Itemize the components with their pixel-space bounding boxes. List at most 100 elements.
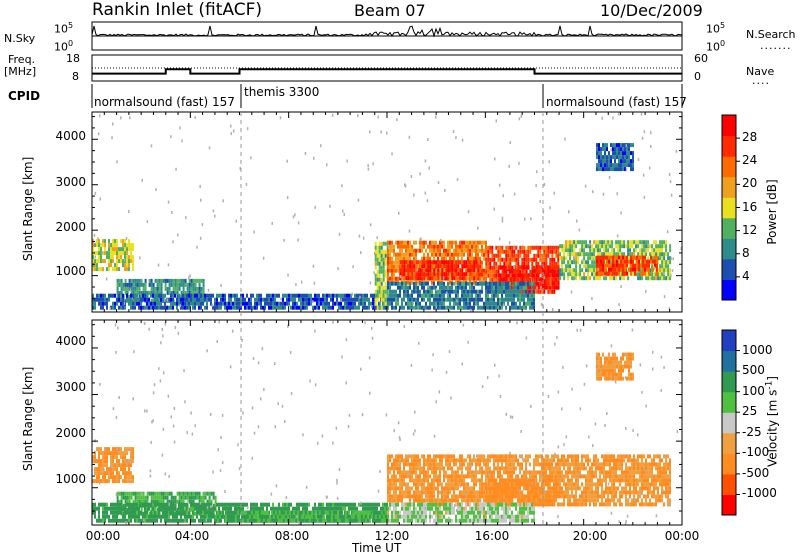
heatmap-cell — [314, 298, 316, 302]
heatmap-cell — [429, 268, 431, 272]
scatter-cell — [360, 251, 362, 254]
heatmap-cell — [455, 272, 457, 276]
heatmap-cell — [614, 163, 616, 167]
heatmap-cell — [427, 260, 429, 264]
scatter-cell — [641, 113, 643, 116]
heatmap-cell — [405, 260, 407, 264]
heatmap-cell — [397, 245, 399, 249]
heatmap-cell — [642, 272, 644, 276]
heatmap-cell — [192, 306, 194, 310]
heatmap-cell — [130, 294, 132, 298]
heatmap-cell — [552, 269, 554, 273]
heatmap-cell — [547, 290, 549, 294]
heatmap-cell — [443, 454, 445, 458]
heatmap-cell — [379, 306, 381, 310]
heatmap-cell — [405, 253, 407, 257]
heatmap-cell — [479, 290, 481, 294]
heatmap-cell — [242, 519, 244, 523]
scatter-cell — [167, 299, 169, 302]
heatmap-cell — [399, 268, 401, 272]
scatter-cell — [314, 282, 316, 285]
scatter-cell — [168, 201, 170, 204]
heatmap-cell — [148, 306, 150, 310]
heatmap-cell — [96, 267, 98, 271]
heatmap-cell — [619, 240, 621, 244]
heatmap-cell — [171, 496, 173, 500]
heatmap-cell — [529, 294, 531, 298]
heatmap-cell — [106, 463, 108, 467]
heatmap-cell — [461, 241, 463, 245]
heatmap-cell — [527, 298, 529, 302]
heatmap-cell — [487, 306, 489, 310]
heatmap-cell — [437, 502, 439, 506]
heatmap-cell — [457, 272, 459, 276]
heatmap-cell — [475, 272, 477, 276]
heatmap-cell — [132, 511, 134, 515]
heatmap-cell — [548, 269, 550, 273]
heatmap-cell — [122, 463, 124, 467]
heatmap-cell — [314, 507, 316, 511]
heatmap-cell — [409, 282, 411, 286]
heatmap-cell — [419, 249, 421, 253]
heatmap-cell — [403, 462, 405, 466]
heatmap-cell — [575, 252, 577, 256]
heatmap-cell — [487, 274, 489, 278]
heatmap-cell — [242, 298, 244, 302]
heatmap-cell — [196, 503, 198, 507]
heatmap-cell — [296, 503, 298, 507]
scatter-cell — [564, 138, 566, 141]
heatmap-cell — [383, 266, 385, 270]
heatmap-cell — [116, 471, 118, 475]
heatmap-cell — [605, 240, 607, 244]
heatmap-cell — [561, 264, 563, 268]
heatmap-cell — [278, 503, 280, 507]
heatmap-cell — [172, 519, 174, 523]
heatmap-cell — [399, 282, 401, 286]
heatmap-cell — [429, 466, 431, 470]
heatmap-cell — [417, 286, 419, 290]
scatter-cell — [380, 130, 382, 133]
heatmap-cell — [429, 474, 431, 478]
heatmap-cell — [401, 470, 403, 474]
heatmap-cell — [182, 302, 184, 306]
heatmap-cell — [487, 262, 489, 266]
heatmap-cell — [643, 244, 645, 248]
heatmap-cell — [94, 459, 96, 463]
heatmap-cell — [381, 250, 383, 254]
heatmap-cell — [296, 302, 298, 306]
heatmap-cell — [415, 264, 417, 268]
scatter-cell — [440, 239, 442, 242]
heatmap-cell — [122, 471, 124, 475]
heatmap-cell — [198, 511, 200, 515]
heatmap-cell — [379, 302, 381, 306]
heatmap-cell — [513, 258, 515, 262]
heatmap-cell — [431, 462, 433, 466]
heatmap-cell — [591, 248, 593, 252]
heatmap-cell — [128, 255, 130, 259]
heatmap-cell — [224, 306, 226, 310]
scatter-cell — [645, 290, 647, 293]
heatmap-cell — [168, 515, 170, 519]
heatmap-cell — [487, 302, 489, 306]
heatmap-cell — [505, 286, 507, 290]
heatmap-cell — [393, 290, 395, 294]
heatmap-cell — [523, 282, 525, 286]
scatter-cell — [272, 222, 274, 225]
heatmap-cell — [405, 462, 407, 466]
heatmap-cell — [443, 249, 445, 253]
heatmap-cell — [102, 463, 104, 467]
heatmap-cell — [449, 260, 451, 264]
heatmap-cell — [274, 298, 276, 302]
heatmap-cell — [423, 486, 425, 490]
heatmap-cell — [393, 261, 395, 265]
heatmap-cell — [489, 298, 491, 302]
heatmap-cell — [441, 253, 443, 257]
heatmap-cell — [384, 507, 386, 511]
heatmap-cell — [606, 272, 608, 276]
heatmap-cell — [656, 268, 658, 272]
heatmap-cell — [397, 257, 399, 261]
heatmap-cell — [499, 254, 501, 258]
heatmap-cell — [626, 147, 628, 151]
heatmap-cell — [134, 507, 136, 511]
heatmap-cell — [186, 503, 188, 507]
